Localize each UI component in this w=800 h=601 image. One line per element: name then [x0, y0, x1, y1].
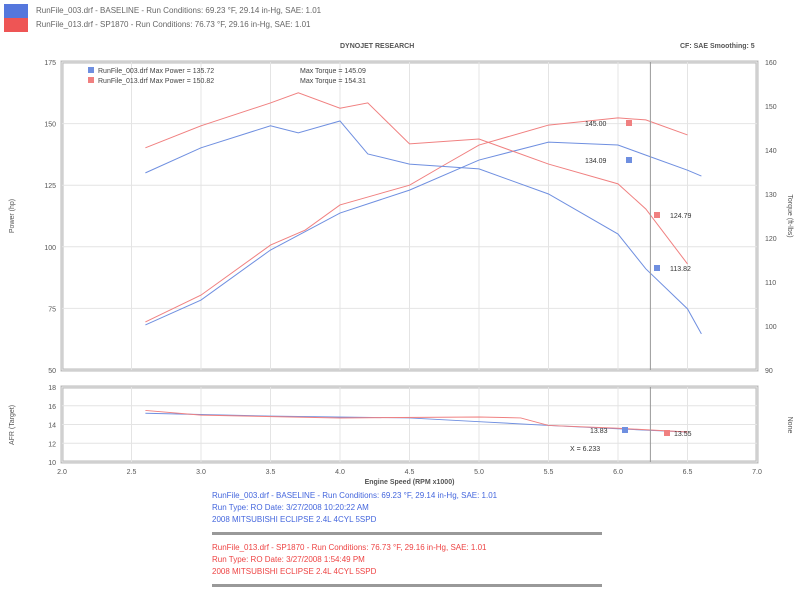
- x-tick-label: 5.0: [474, 469, 484, 476]
- marker-value: 134.09: [585, 158, 607, 165]
- afr-y-tick-label: 12: [48, 441, 56, 448]
- run1-header: RunFile_003.drf - BASELINE - Run Conditi…: [36, 6, 322, 15]
- y2-tick-label: 160: [765, 60, 777, 67]
- marker-value: 113.82: [670, 266, 691, 273]
- afr-y-tick-label: 10: [48, 460, 56, 467]
- legend-entry: RunFile_013.drf Max Power = 150.82: [98, 78, 214, 85]
- afr-marker-value: 13.83: [590, 428, 608, 435]
- afr-y2-label: None: [786, 417, 793, 434]
- mod-info: RunFile_013.drf - SP1870 - Run Condition…: [212, 542, 486, 578]
- legend-swatch: [88, 67, 94, 73]
- y2-tick-label: 90: [765, 368, 773, 375]
- afr-marker-value: 13.55: [674, 431, 692, 438]
- torque-curve-run1: [145, 92, 688, 265]
- afr-marker: [664, 430, 670, 436]
- x-tick-label: 3.5: [266, 469, 276, 476]
- run2-header: RunFile_013.drf - SP1870 - Run Condition…: [36, 20, 311, 29]
- afr-y-tick-label: 18: [48, 385, 56, 392]
- marker: [626, 157, 632, 163]
- power-curve-run1: [145, 117, 688, 323]
- settings: CF: SAE Smoothing: 5: [680, 43, 755, 50]
- baseline-info-3: 2008 MITSUBISHI ECLIPSE 2.4L 4CYL 5SPD: [212, 515, 377, 524]
- x-tick-label: 3.0: [196, 469, 206, 476]
- x-tick-label: 7.0: [752, 469, 762, 476]
- cursor-label: X = 6.233: [570, 446, 600, 453]
- x-tick-label: 2.5: [127, 469, 137, 476]
- legend-torque: Max Torque = 154.31: [300, 78, 366, 85]
- x-tick-label: 6.5: [683, 469, 693, 476]
- afr-axis-label: AFR (Target): [9, 405, 16, 445]
- y-axis-label: Power (hp): [9, 199, 16, 233]
- x-tick-label: 6.0: [613, 469, 623, 476]
- marker: [654, 265, 660, 271]
- afr-marker: [622, 427, 628, 433]
- power-curve-run0: [145, 141, 702, 326]
- afr-curve-run1: [145, 409, 688, 433]
- y-tick-label: 175: [44, 60, 56, 67]
- baseline-info-1: RunFile_003.drf - BASELINE - Run Conditi…: [212, 491, 498, 500]
- legend-swatch: [88, 77, 94, 83]
- legend-torque: Max Torque = 145.09: [300, 68, 366, 75]
- mod-info-2: Run Type: RO Date: 3/27/2008 1:54:49 PM: [212, 555, 365, 564]
- y2-tick-label: 130: [765, 192, 777, 199]
- mod-info-1: RunFile_013.drf - SP1870 - Run Condition…: [212, 543, 487, 552]
- x-tick-label: 4.5: [405, 469, 415, 476]
- afr-y-tick-label: 16: [48, 404, 56, 411]
- divider: [212, 584, 602, 587]
- x-tick-label: 4.0: [335, 469, 345, 476]
- y2-tick-label: 120: [765, 236, 777, 243]
- y2-tick-label: 110: [765, 280, 776, 287]
- marker-value: 145.00: [585, 121, 607, 128]
- afr-y-tick-label: 14: [48, 423, 56, 430]
- y-tick-label: 150: [44, 122, 56, 129]
- y-tick-label: 50: [48, 368, 56, 375]
- baseline-info: RunFile_003.drf - BASELINE - Run Conditi…: [212, 490, 497, 526]
- marker: [654, 212, 660, 218]
- marker-value: 124.79: [670, 213, 692, 220]
- torque-curve-run0: [145, 120, 702, 335]
- legend-entry: RunFile_003.drf Max Power = 135.72: [98, 68, 214, 75]
- mod-info-3: 2008 MITSUBISHI ECLIPSE 2.4L 4CYL 5SPD: [212, 567, 377, 576]
- baseline-swatch: [4, 4, 28, 18]
- y2-tick-label: 150: [765, 104, 777, 111]
- y2-tick-label: 140: [765, 148, 777, 155]
- y-tick-label: 100: [44, 245, 56, 252]
- x-tick-label: 5.5: [544, 469, 554, 476]
- baseline-info-2: Run Type: RO Date: 3/27/2008 10:20:22 AM: [212, 503, 369, 512]
- mod-swatch: [4, 18, 28, 32]
- y-tick-label: 125: [44, 183, 56, 190]
- y-tick-label: 75: [48, 306, 56, 313]
- divider: [212, 532, 602, 535]
- x-tick-label: 2.0: [57, 469, 67, 476]
- chart-title: DYNOJET RESEARCH: [340, 43, 415, 50]
- x-axis-label: Engine Speed (RPM x1000): [365, 479, 455, 486]
- marker: [626, 120, 632, 126]
- y2-tick-label: 100: [765, 324, 777, 331]
- y2-axis-label: Torque (ft-lbs): [786, 194, 793, 237]
